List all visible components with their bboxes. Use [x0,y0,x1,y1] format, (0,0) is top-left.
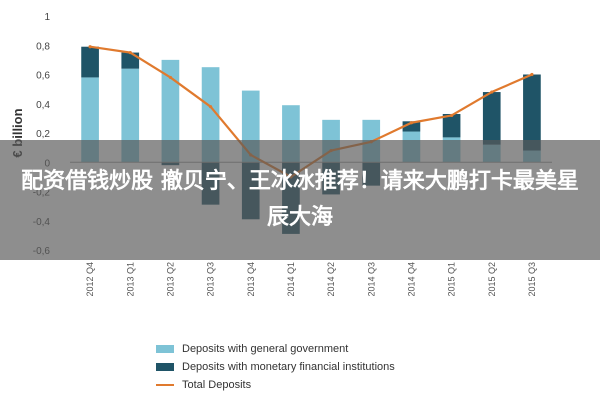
bar-mfi [81,46,99,78]
y-tick-label: 0,8 [36,41,50,52]
x-tick-label: 2014 Q2 [326,262,336,297]
bar-mfi [482,92,501,145]
y-tick-label: 0,2 [36,129,50,140]
y-tick-label: 1 [44,12,50,23]
x-tick-label: 2013 Q3 [206,262,216,297]
x-tick-label: 2014 Q4 [406,262,416,297]
bar-mfi [523,74,541,151]
y-tick-label: 0,6 [36,71,50,82]
x-tick-label: 2013 Q4 [246,262,256,297]
legend: Deposits with general government Deposit… [156,340,395,394]
bar-government [161,59,180,163]
legend-swatch-mfi [156,363,174,371]
legend-swatch-government [156,345,174,353]
x-tick-label: 2014 Q1 [286,262,296,297]
banner-text[interactable]: 配资借钱炒股 撤贝宁、王冰冰推荐！请来大鹏打卡最美星辰大海 [21,169,579,230]
legend-label-government: Deposits with general government [182,343,349,355]
total-deposits-point [208,105,213,109]
bar-government [201,67,220,163]
legend-item-total: Total Deposits [156,376,395,394]
legend-label-mfi: Deposits with monetary financial institu… [182,361,395,373]
total-deposits-point [409,121,414,125]
total-deposits-point [88,45,92,49]
total-deposits-point [530,72,534,77]
x-tick-label: 2015 Q3 [527,262,537,297]
x-tick-label: 2012 Q4 [85,262,95,297]
x-tick-label: 2015 Q1 [447,262,457,297]
bar-mfi [402,121,421,132]
legend-item-government: Deposits with general government [156,340,395,358]
x-tick-label: 2013 Q1 [125,262,135,297]
total-deposits-point [168,75,173,80]
legend-label-total: Total Deposits [182,379,252,391]
overlay-banner[interactable]: 配资借钱炒股 撤贝宁、王冰冰推荐！请来大鹏打卡最美星辰大海 [0,140,600,260]
x-tick-label: 2014 Q3 [366,262,376,297]
legend-item-mfi: Deposits with monetary financial institu… [156,358,395,376]
x-tick-label: 2013 Q2 [165,262,175,297]
total-deposits-point [449,113,454,118]
legend-swatch-total [156,384,174,386]
x-tick-label: 2015 Q2 [487,262,497,297]
total-deposits-point [490,90,494,94]
y-tick-label: 0,4 [36,100,50,111]
bar-mfi [121,52,140,69]
bar-mfi [442,113,461,138]
bar-government [121,68,140,163]
total-deposits-point [128,50,132,55]
